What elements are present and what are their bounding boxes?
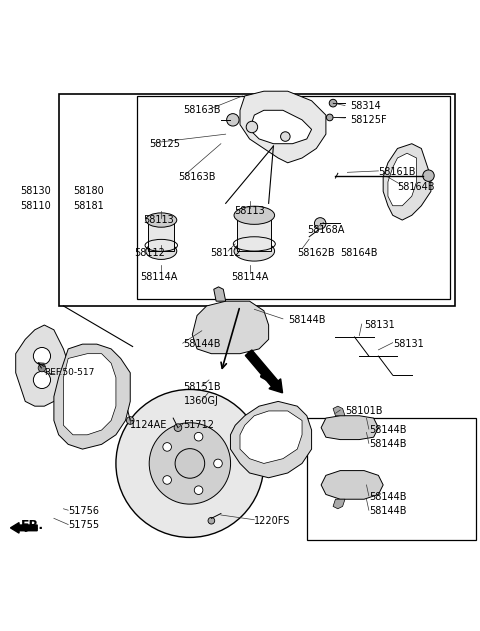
- Text: 58144B: 58144B: [369, 506, 407, 516]
- Ellipse shape: [234, 241, 275, 261]
- Ellipse shape: [146, 213, 177, 227]
- Text: 58114A: 58114A: [231, 273, 268, 282]
- Circle shape: [174, 424, 182, 432]
- Circle shape: [163, 442, 171, 451]
- Text: 58144B: 58144B: [369, 439, 407, 449]
- Text: 58131: 58131: [364, 320, 395, 330]
- Polygon shape: [54, 344, 130, 449]
- Bar: [59, 93, 455, 306]
- Text: 58112: 58112: [134, 249, 165, 259]
- Text: 58180: 58180: [73, 186, 104, 196]
- Ellipse shape: [234, 206, 275, 225]
- Text: 58314: 58314: [350, 100, 381, 110]
- Circle shape: [227, 114, 239, 126]
- Polygon shape: [333, 406, 345, 416]
- Polygon shape: [388, 153, 417, 206]
- Circle shape: [281, 132, 290, 141]
- Bar: [237, 215, 272, 251]
- Polygon shape: [383, 144, 431, 220]
- Text: 58101B: 58101B: [345, 406, 383, 416]
- Circle shape: [38, 364, 46, 372]
- Text: 58110: 58110: [21, 201, 51, 211]
- FancyArrow shape: [11, 522, 37, 533]
- Text: 58113: 58113: [234, 206, 265, 216]
- Circle shape: [194, 486, 203, 495]
- Polygon shape: [16, 325, 68, 406]
- Circle shape: [423, 170, 434, 181]
- Ellipse shape: [146, 243, 177, 259]
- Circle shape: [116, 389, 264, 538]
- Text: 58164B: 58164B: [340, 249, 378, 259]
- Bar: [137, 96, 450, 299]
- Text: 51755: 51755: [68, 521, 99, 531]
- Text: 1220FS: 1220FS: [254, 516, 291, 526]
- Text: 58162B: 58162B: [297, 249, 335, 259]
- Circle shape: [126, 416, 134, 424]
- Text: 58163B: 58163B: [183, 105, 221, 115]
- Text: 58151B: 58151B: [183, 382, 221, 392]
- Polygon shape: [63, 354, 116, 435]
- Text: FR.: FR.: [21, 519, 44, 532]
- Text: 51756: 51756: [68, 506, 99, 516]
- Text: 58144B: 58144B: [369, 492, 407, 502]
- Polygon shape: [321, 471, 383, 499]
- Circle shape: [246, 121, 258, 133]
- Text: 58164B: 58164B: [397, 182, 435, 192]
- Polygon shape: [240, 411, 302, 463]
- Text: 58131: 58131: [393, 339, 423, 349]
- Polygon shape: [333, 499, 345, 509]
- Text: 58113: 58113: [144, 215, 174, 225]
- Circle shape: [34, 371, 50, 389]
- Circle shape: [326, 114, 333, 121]
- Polygon shape: [192, 301, 269, 354]
- Circle shape: [194, 432, 203, 441]
- FancyArrow shape: [245, 350, 283, 393]
- Text: 1360GJ: 1360GJ: [184, 396, 219, 406]
- Text: 58161B: 58161B: [378, 167, 416, 177]
- Text: REF.50-517: REF.50-517: [44, 369, 95, 377]
- Circle shape: [34, 348, 50, 365]
- Polygon shape: [240, 91, 326, 163]
- Text: 58181: 58181: [73, 201, 104, 211]
- Circle shape: [329, 99, 337, 107]
- Text: 58125F: 58125F: [350, 115, 386, 125]
- Polygon shape: [321, 416, 378, 440]
- Text: 58112: 58112: [210, 249, 241, 259]
- Polygon shape: [230, 401, 312, 478]
- Bar: [148, 220, 174, 251]
- Text: 58114A: 58114A: [140, 273, 178, 282]
- Circle shape: [208, 517, 215, 524]
- Text: 58163B: 58163B: [178, 172, 216, 182]
- Text: 58125: 58125: [149, 139, 180, 149]
- Circle shape: [163, 476, 171, 484]
- Text: 1124AE: 1124AE: [130, 420, 168, 430]
- Text: 58168A: 58168A: [307, 225, 344, 235]
- Text: 58144B: 58144B: [288, 316, 325, 325]
- Circle shape: [314, 218, 326, 229]
- Circle shape: [175, 449, 204, 478]
- Text: 58130: 58130: [21, 186, 51, 196]
- Polygon shape: [250, 110, 312, 144]
- Text: 58144B: 58144B: [369, 425, 407, 435]
- Text: 51712: 51712: [183, 420, 214, 430]
- Text: 58144B: 58144B: [183, 339, 220, 349]
- Bar: [307, 418, 476, 540]
- Polygon shape: [214, 287, 226, 301]
- Circle shape: [149, 423, 230, 504]
- Circle shape: [214, 459, 222, 468]
